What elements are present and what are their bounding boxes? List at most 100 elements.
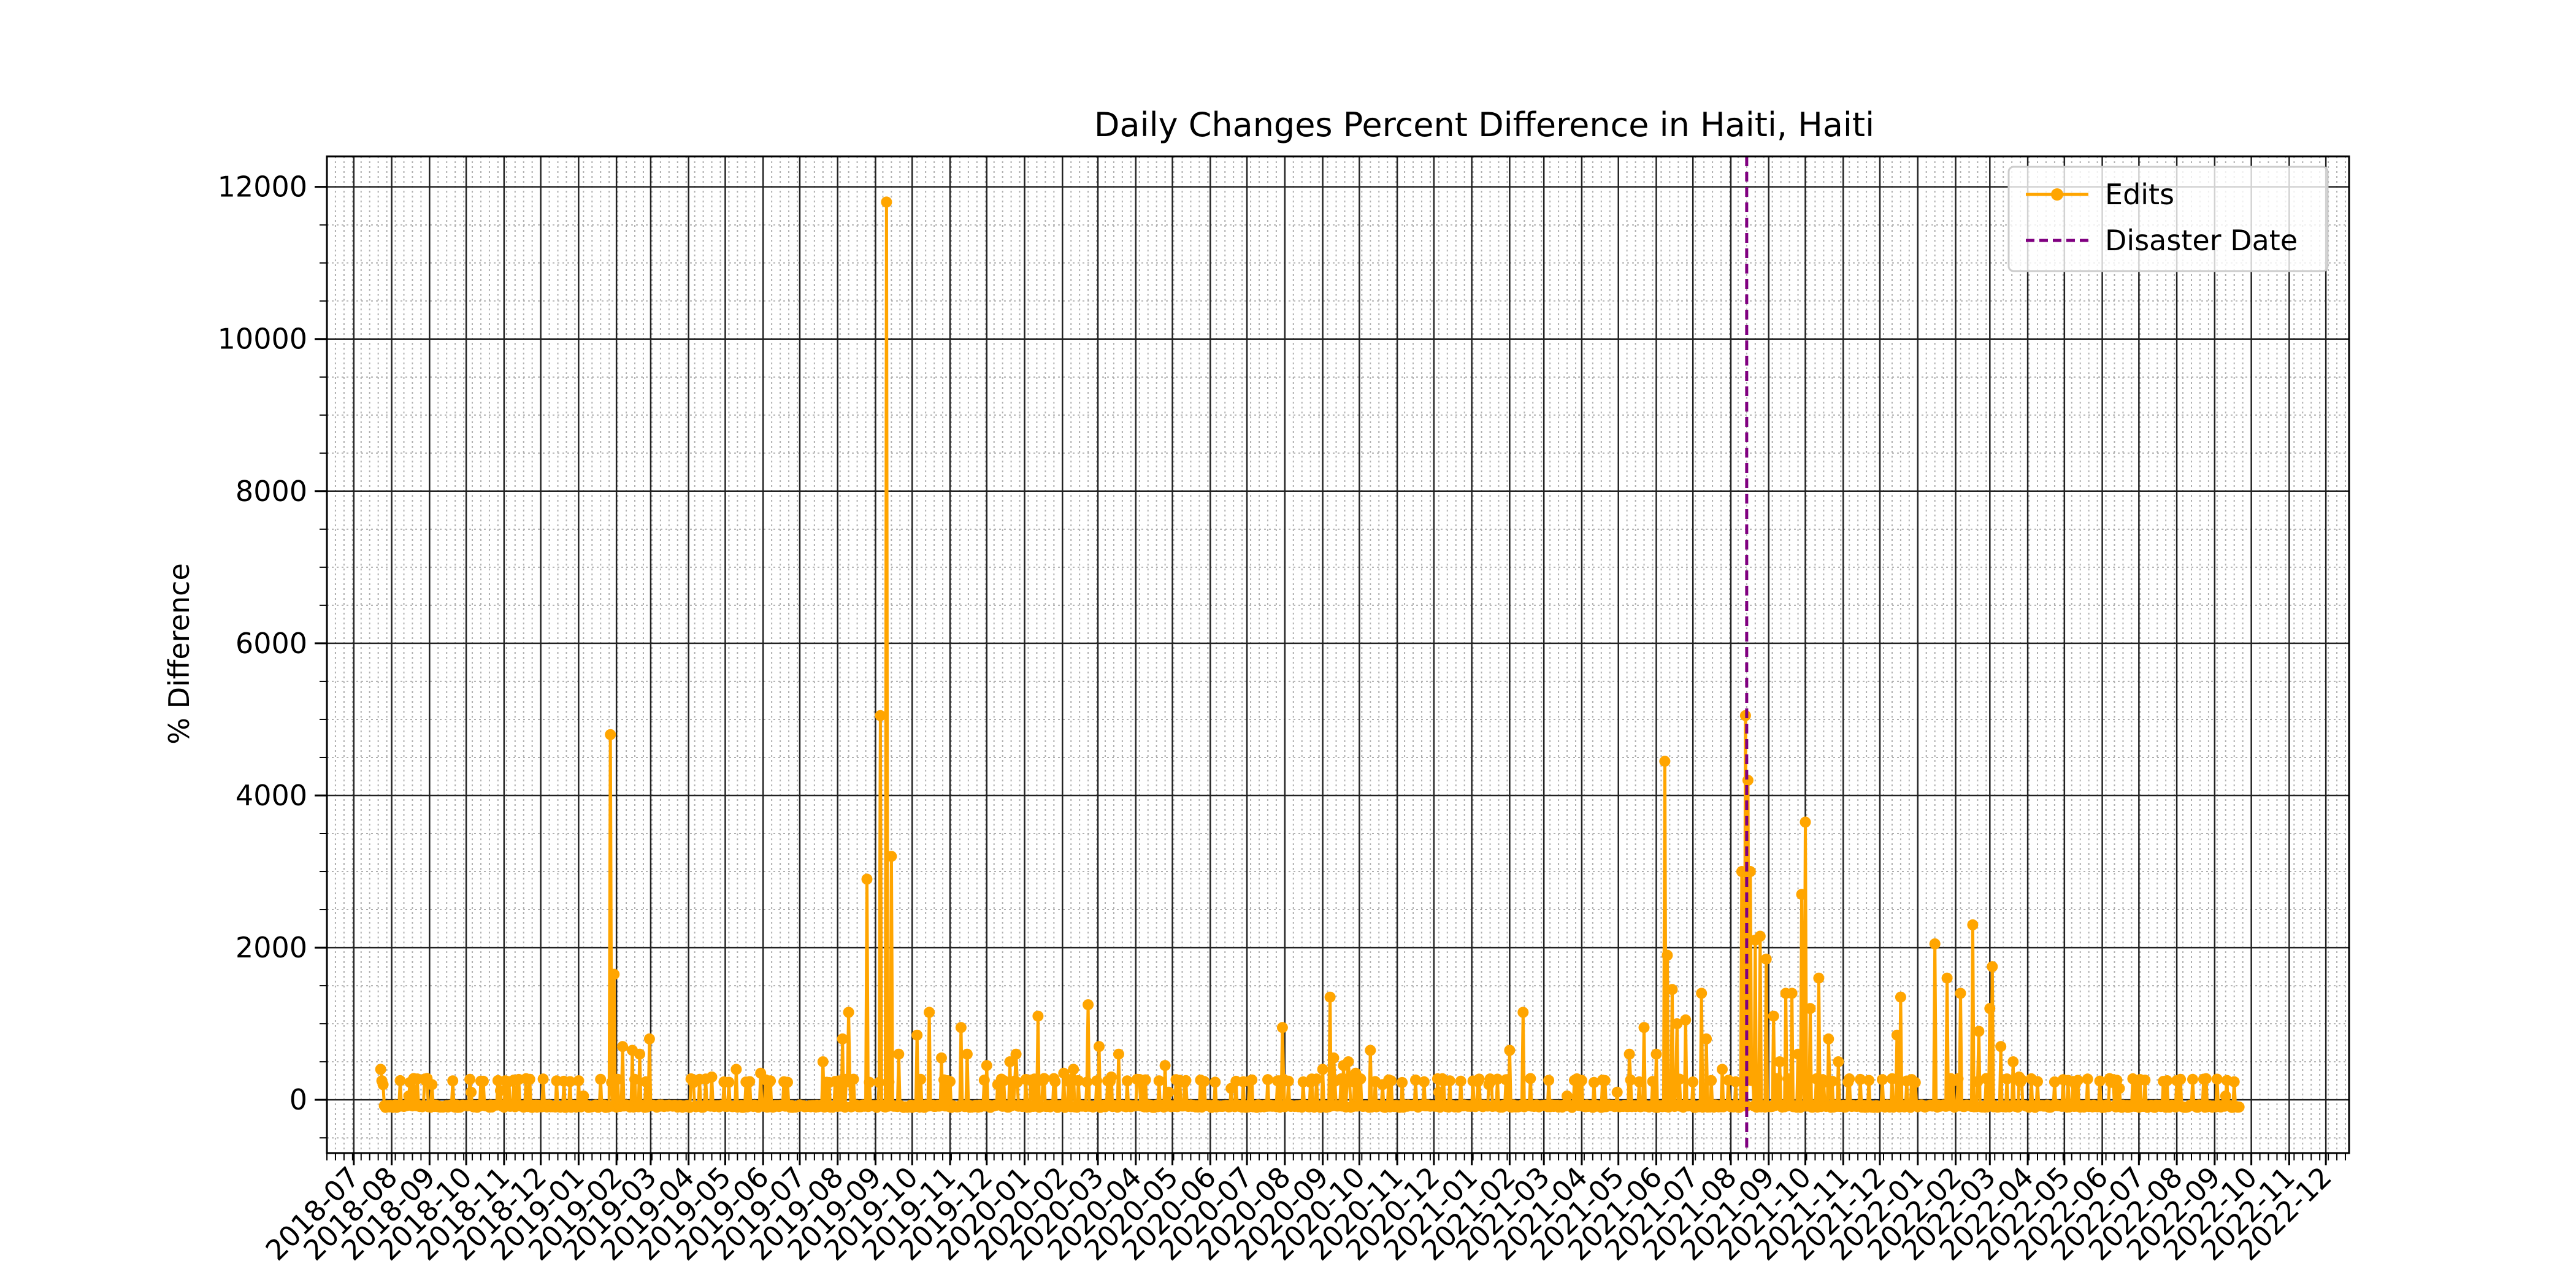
chart-title: Daily Changes Percent Difference in Hait…	[1094, 105, 1874, 144]
data-point	[1010, 1048, 1022, 1060]
data-point	[1355, 1073, 1367, 1084]
data-point	[375, 1064, 386, 1075]
data-point	[1666, 984, 1678, 995]
data-point	[608, 968, 620, 980]
data-point	[2082, 1073, 2093, 1085]
series-markers-edits	[375, 196, 2245, 1113]
data-point	[955, 1022, 967, 1033]
data-point	[643, 1033, 655, 1045]
data-point	[978, 1075, 990, 1086]
data-point	[1588, 1076, 1600, 1088]
data-point	[1094, 1041, 1105, 1052]
data-point	[765, 1075, 776, 1087]
plot-background	[327, 156, 2349, 1153]
data-point	[1140, 1074, 1151, 1086]
data-point	[1800, 816, 1811, 828]
y-tick-label: 10000	[218, 323, 307, 356]
data-point	[1276, 1022, 1288, 1033]
data-point	[1562, 1091, 1573, 1102]
data-point	[2200, 1073, 2212, 1084]
data-point	[2094, 1075, 2106, 1087]
data-point	[1311, 1073, 1322, 1085]
data-point	[1282, 1075, 1294, 1087]
data-point	[1433, 1086, 1444, 1098]
data-point	[875, 710, 886, 721]
data-point	[1209, 1076, 1221, 1088]
data-point	[617, 1041, 629, 1052]
data-point	[1980, 1073, 1992, 1084]
data-point	[1058, 1067, 1070, 1079]
data-point	[573, 1075, 585, 1087]
data-point	[2233, 1101, 2245, 1113]
data-point	[1782, 1073, 1794, 1084]
data-point	[1813, 972, 1825, 984]
data-point	[494, 1085, 506, 1097]
data-point	[1386, 1075, 1397, 1087]
data-point	[1662, 949, 1673, 961]
data-point	[1517, 1006, 1529, 1018]
data-point	[1262, 1074, 1273, 1086]
data-point	[1796, 889, 1807, 900]
data-point	[1198, 1076, 1210, 1087]
data-point	[1625, 1074, 1636, 1086]
data-point	[1068, 1064, 1079, 1075]
data-point	[1717, 1064, 1728, 1075]
y-axis-label: % Difference	[163, 563, 196, 744]
data-point	[1952, 1073, 1964, 1084]
data-point	[837, 1033, 848, 1045]
data-point	[1418, 1076, 1430, 1087]
data-point	[1091, 1075, 1103, 1087]
data-point	[1029, 1073, 1040, 1085]
data-point	[1492, 1073, 1503, 1085]
legend-marker-edits	[2051, 188, 2063, 201]
data-point	[524, 1073, 535, 1085]
data-point	[915, 1073, 927, 1085]
data-point	[640, 1076, 651, 1087]
data-point	[1987, 961, 1998, 973]
data-point	[1792, 1048, 1804, 1060]
y-tick-label: 12000	[218, 171, 307, 204]
data-point	[1696, 987, 1708, 999]
data-point	[629, 1073, 640, 1085]
data-point	[1771, 1073, 1783, 1084]
data-point	[1833, 1056, 1844, 1068]
data-point	[537, 1073, 549, 1085]
data-point	[1083, 999, 1094, 1011]
data-point	[1659, 756, 1671, 767]
data-point	[945, 1076, 956, 1087]
data-point	[1599, 1075, 1611, 1086]
data-point	[744, 1076, 756, 1087]
data-point	[1827, 1076, 1838, 1087]
data-point	[706, 1071, 718, 1083]
data-point	[1768, 1010, 1779, 1022]
data-point	[1844, 1073, 1855, 1084]
data-point	[1106, 1071, 1117, 1083]
data-point	[2187, 1073, 2198, 1085]
data-point	[1674, 1073, 1685, 1085]
data-point	[1687, 1076, 1699, 1088]
data-point	[2175, 1073, 2187, 1085]
data-point	[1895, 991, 1906, 1003]
data-point	[1343, 1056, 1354, 1068]
data-point	[2001, 1073, 2013, 1085]
data-point	[1246, 1074, 1258, 1086]
data-point	[924, 1006, 935, 1018]
data-point	[2220, 1091, 2231, 1102]
data-point	[1180, 1075, 1192, 1086]
data-point	[394, 1075, 406, 1086]
data-point	[936, 1052, 947, 1064]
data-point	[612, 1073, 624, 1085]
data-point	[1967, 919, 1979, 930]
data-point	[883, 1076, 895, 1088]
data-point	[1760, 953, 1772, 965]
y-tick-label: 8000	[236, 475, 307, 508]
data-point	[1680, 1014, 1692, 1025]
data-point	[886, 851, 897, 862]
data-point	[1730, 1076, 1741, 1087]
data-point	[1543, 1075, 1555, 1086]
data-point	[1163, 1086, 1175, 1098]
data-point	[478, 1075, 489, 1087]
data-point	[2007, 1056, 2019, 1068]
data-point	[1032, 1010, 1044, 1022]
data-point	[1073, 1075, 1084, 1086]
